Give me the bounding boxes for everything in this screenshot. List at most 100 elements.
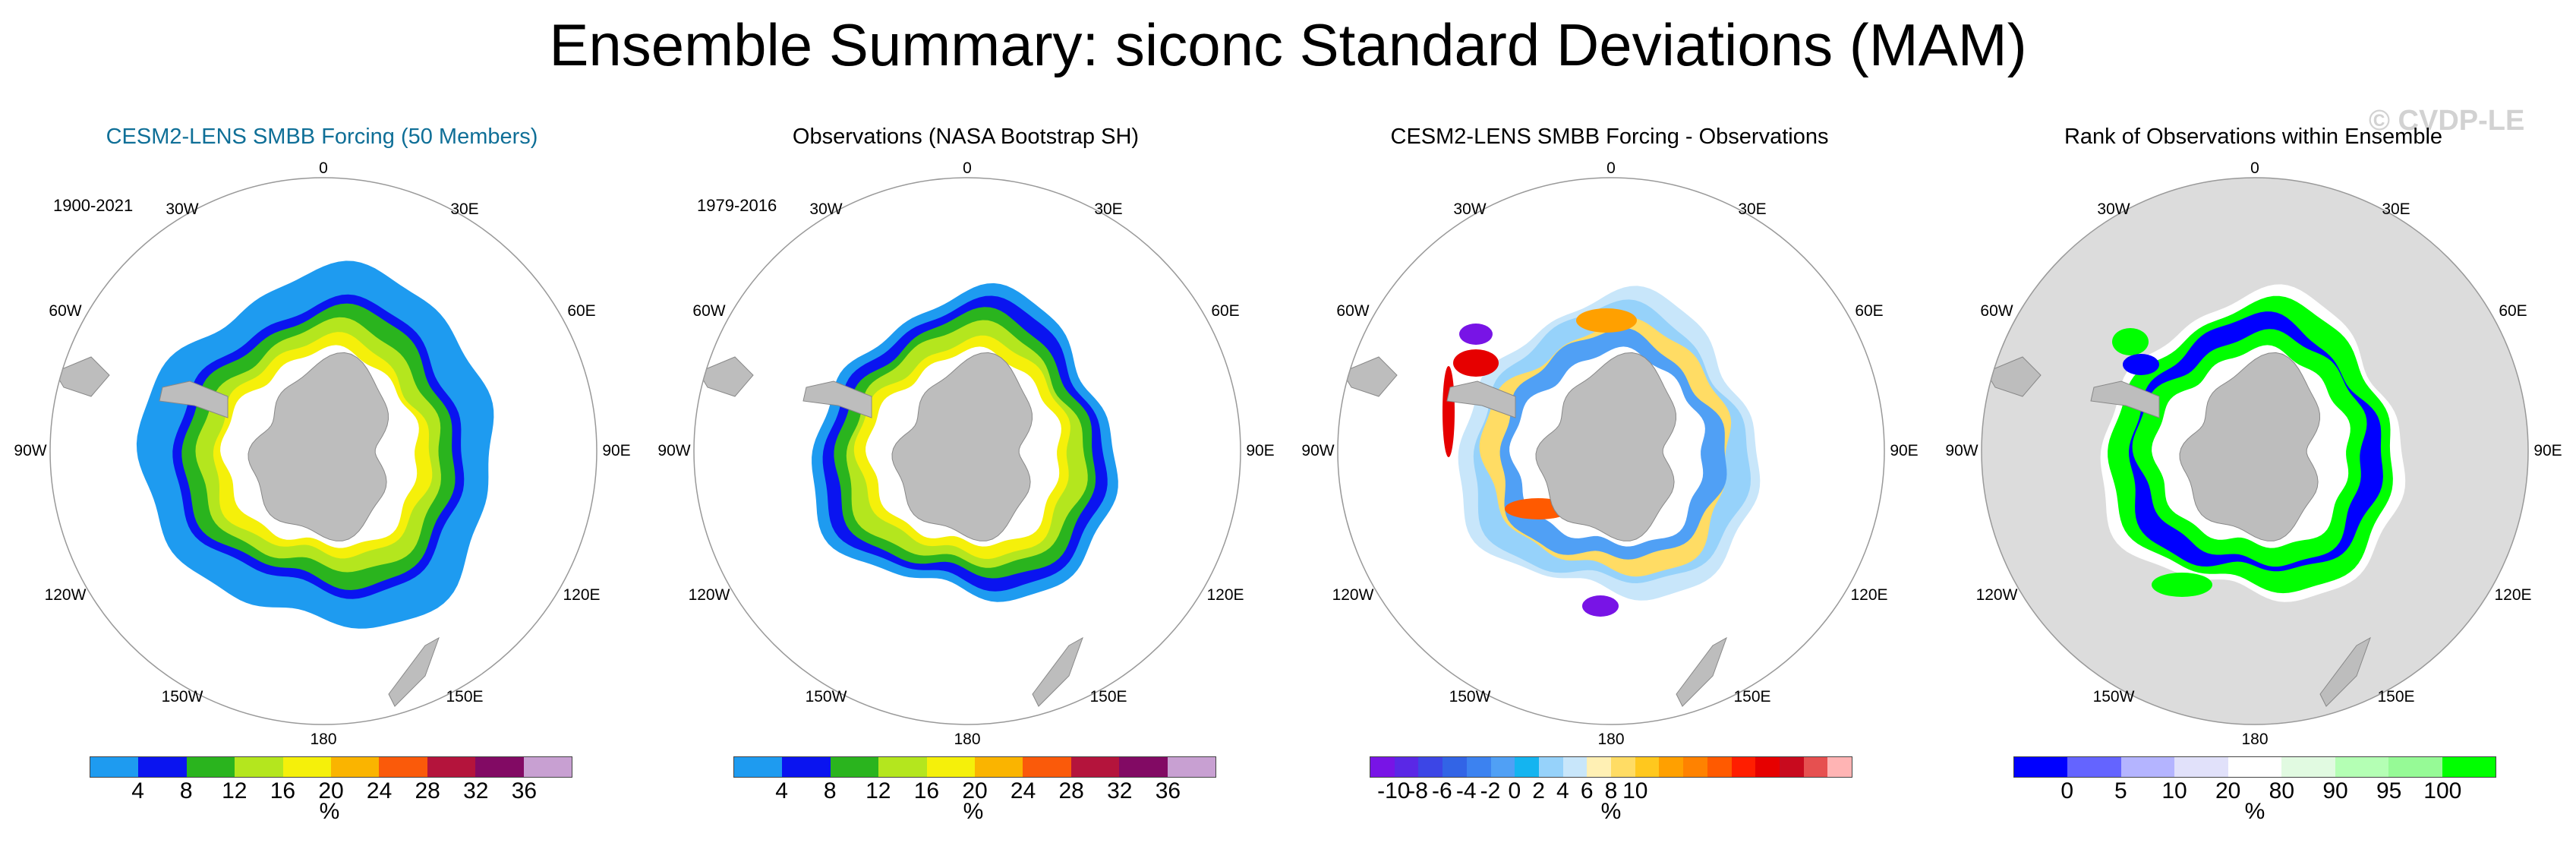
polar-map: 0 180 90W 90E 30W 30E 60W 60E 120W 120E 150W 150E 19… xyxy=(657,159,1274,748)
longitude-label-lr150: 150E xyxy=(1733,688,1770,706)
colorbar-tick-label: 4 xyxy=(1556,778,1569,803)
new-zealand-landmass xyxy=(2319,636,2371,707)
antarctic-peninsula xyxy=(2090,380,2160,418)
colorbar-swatch xyxy=(1442,757,1467,777)
antarctic-peninsula xyxy=(159,380,229,418)
colorbar-tick-label: 36 xyxy=(511,778,538,803)
colorbar-tick-label: 8 xyxy=(179,778,193,803)
colorbar-swatch xyxy=(1611,757,1635,777)
colorbar-swatch xyxy=(475,757,524,777)
colorbar-swatch xyxy=(1659,757,1684,777)
colorbar-swatch xyxy=(282,757,332,777)
longitude-label-ur30: 30E xyxy=(2382,200,2410,218)
colorbar-swatch xyxy=(782,757,831,777)
longitude-label-ul60: 60W xyxy=(692,302,725,320)
colorbar xyxy=(90,756,572,778)
colorbar-swatch xyxy=(2174,757,2228,777)
colorbar-swatch xyxy=(2281,757,2335,777)
colorbar-swatch xyxy=(1755,757,1780,777)
longitude-label-right: 90E xyxy=(1246,442,1274,459)
colorbar-swatch xyxy=(1683,757,1707,777)
colorbar-swatch xyxy=(926,757,976,777)
panel-title: Observations (NASA Bootstrap SH) xyxy=(792,125,1140,149)
panel-model: CESM2-LENS SMBB Forcing (50 Members) 0 18… xyxy=(0,114,644,846)
colorbar-swatch xyxy=(2067,757,2121,777)
colorbar-tick-label: 6 xyxy=(1580,778,1594,803)
map-field xyxy=(1342,286,1761,707)
polar-boundary xyxy=(1337,177,1885,725)
longitude-label-top: 0 xyxy=(963,159,972,177)
field-anomaly-2 xyxy=(1459,324,1493,345)
longitude-label-ur30: 30E xyxy=(1738,200,1766,218)
colorbar-tick-label: -10 xyxy=(1377,778,1411,803)
colorbar-swatch xyxy=(734,757,783,777)
longitude-label-ul30: 30W xyxy=(1453,200,1486,218)
colorbar-tick-label: 12 xyxy=(222,778,248,803)
colorbar-tick-label: 24 xyxy=(1010,778,1036,803)
field-anomaly-0 xyxy=(1453,349,1499,377)
new-zealand-landmass xyxy=(1676,636,1727,707)
south-america-landmass xyxy=(1985,356,2042,397)
colorbar-swatch xyxy=(1515,757,1539,777)
polar-map: 0 180 90W 90E 30W 30E 60W 60E 120W 120E 150W 150E xyxy=(1301,159,1918,748)
longitude-label-ul30: 30W xyxy=(809,200,842,218)
panel-rank: Rank of Observations within Ensemble 0 18… xyxy=(1931,114,2575,846)
longitude-label-ll150: 150W xyxy=(806,688,847,706)
polar-map: 0 180 90W 90E 30W 30E 60W 60E 120W 120E 150W 150E 19… xyxy=(14,159,630,748)
field-anomaly-3 xyxy=(1576,308,1637,333)
colorbar-swatch xyxy=(878,757,927,777)
field-anomaly-1 xyxy=(2152,573,2212,597)
antarctica-landmass xyxy=(891,352,1033,541)
colorbar-swatch xyxy=(1827,757,1852,777)
colorbar-swatch xyxy=(1803,757,1828,777)
colorbar-swatch xyxy=(1538,757,1563,777)
field-anomaly-4 xyxy=(1582,595,1619,617)
colorbar-tick-label: 20 xyxy=(2215,778,2241,803)
colorbar-tick-label: 12 xyxy=(865,778,891,803)
longitude-label-bottom: 180 xyxy=(1597,731,1624,748)
colorbar-swatch xyxy=(90,757,139,777)
year-range-label: 1900-2021 xyxy=(53,196,133,215)
colorbar-tick-label: 5 xyxy=(2114,778,2127,803)
panel-title: CESM2-LENS SMBB Forcing (50 Members) xyxy=(106,125,538,149)
longitude-label-bottom: 180 xyxy=(954,731,980,748)
colorbar-tick-label: 8 xyxy=(1604,778,1618,803)
colorbar-swatch xyxy=(235,757,283,777)
longitude-label-ul30: 30W xyxy=(166,200,198,218)
colorbar-tick-label: 80 xyxy=(2269,778,2295,803)
colorbar-units: % xyxy=(319,799,340,824)
longitude-label-ll120: 120W xyxy=(689,586,730,604)
colorbar-tick-label: 4 xyxy=(131,778,144,803)
colorbar-swatch xyxy=(2228,757,2282,777)
longitude-label-ll120: 120W xyxy=(1976,586,2018,604)
antarctica-landmass xyxy=(248,352,389,541)
colorbar-swatch xyxy=(1370,757,1395,777)
longitude-label-lr120: 120E xyxy=(1850,586,1887,604)
colorbar-swatch xyxy=(2014,757,2068,777)
colorbar-tick-label: 10 xyxy=(1622,778,1648,803)
antarctica-landmass xyxy=(1535,352,1677,541)
colorbar-swatch xyxy=(523,757,572,777)
polar-map: 0 180 90W 90E 30W 30E 60W 60E 120W 120E 150W 150E xyxy=(1945,159,2562,748)
colorbar-swatch xyxy=(1418,757,1443,777)
colorbar xyxy=(1370,756,1852,778)
colorbar-swatch xyxy=(138,757,187,777)
polar-boundary xyxy=(1981,177,2529,725)
colorbar-tick-label: 100 xyxy=(2423,778,2462,803)
colorbar-swatch xyxy=(1490,757,1515,777)
longitude-label-ul60: 60W xyxy=(1336,302,1369,320)
colorbar-tick-label: 2 xyxy=(1532,778,1545,803)
panel-difference: CESM2-LENS SMBB Forcing - Observations 0… xyxy=(1288,114,1931,846)
colorbar-tick-label: 16 xyxy=(270,778,296,803)
south-america-landmass xyxy=(1342,356,1398,397)
colorbar-tick-label: 0 xyxy=(2060,778,2073,803)
colorbar-tick-label: 24 xyxy=(366,778,393,803)
main-title: Ensemble Summary: siconc Standard Deviat… xyxy=(549,11,2027,78)
colorbar-swatch xyxy=(186,757,235,777)
longitude-label-left: 90W xyxy=(14,442,46,459)
colorbar-swatch xyxy=(2388,757,2442,777)
colorbar-swatch xyxy=(1635,757,1660,777)
panel-observations: Observations (NASA Bootstrap SH) 0 180 90W… xyxy=(644,114,1288,846)
longitude-label-ul30: 30W xyxy=(2097,200,2130,218)
field-anomaly-2 xyxy=(2123,354,2159,375)
